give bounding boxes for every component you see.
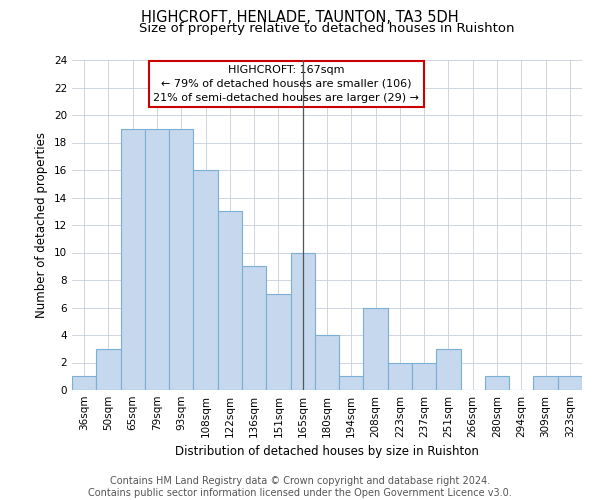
Bar [339, 376, 364, 390]
Bar [96, 349, 121, 390]
Bar [290, 252, 315, 390]
X-axis label: Distribution of detached houses by size in Ruishton: Distribution of detached houses by size … [175, 446, 479, 458]
Text: HIGHCROFT, HENLADE, TAUNTON, TA3 5DH: HIGHCROFT, HENLADE, TAUNTON, TA3 5DH [141, 10, 459, 25]
Bar [364, 308, 388, 390]
Bar [412, 362, 436, 390]
Bar [218, 211, 242, 390]
Bar [242, 266, 266, 390]
Bar [485, 376, 509, 390]
Bar [121, 128, 145, 390]
Text: Contains HM Land Registry data © Crown copyright and database right 2024.
Contai: Contains HM Land Registry data © Crown c… [88, 476, 512, 498]
Bar [558, 376, 582, 390]
Bar [436, 349, 461, 390]
Text: HIGHCROFT: 167sqm
← 79% of detached houses are smaller (106)
21% of semi-detache: HIGHCROFT: 167sqm ← 79% of detached hous… [153, 65, 419, 103]
Bar [533, 376, 558, 390]
Bar [72, 376, 96, 390]
Bar [388, 362, 412, 390]
Bar [315, 335, 339, 390]
Bar [169, 128, 193, 390]
Y-axis label: Number of detached properties: Number of detached properties [35, 132, 49, 318]
Title: Size of property relative to detached houses in Ruishton: Size of property relative to detached ho… [139, 22, 515, 35]
Bar [266, 294, 290, 390]
Bar [145, 128, 169, 390]
Bar [193, 170, 218, 390]
